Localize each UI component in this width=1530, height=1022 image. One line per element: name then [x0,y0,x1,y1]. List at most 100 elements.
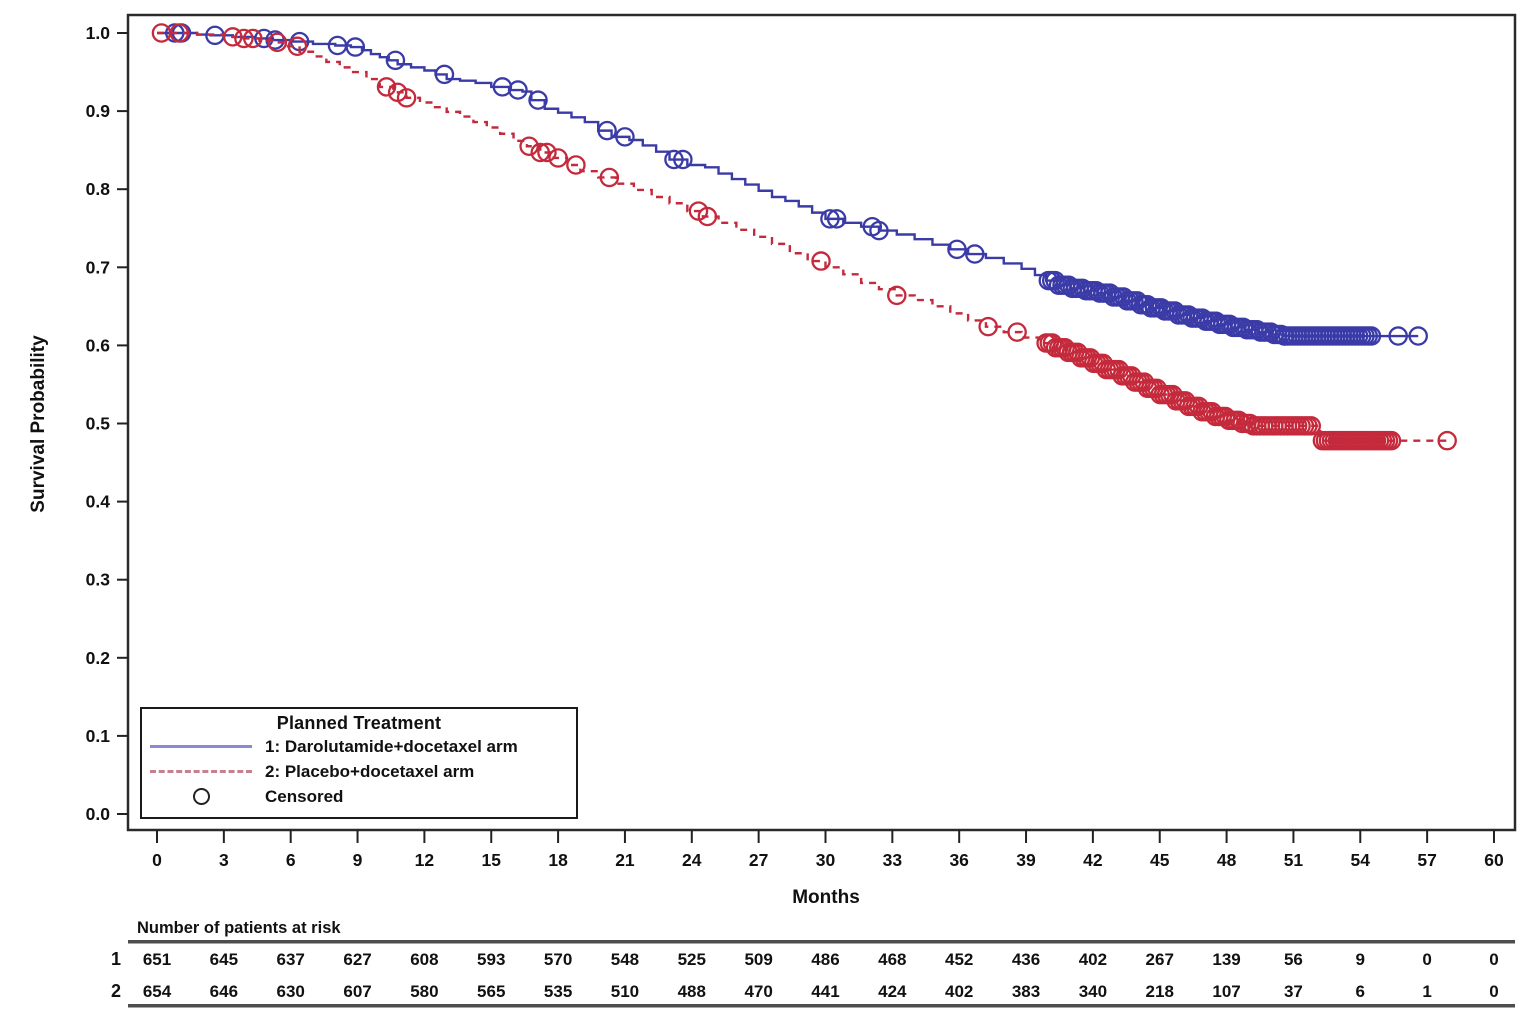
risk-table-rule-bottom [128,1004,1515,1008]
risk-count-cell: 6 [1356,982,1365,1001]
risk-count-cell: 402 [1079,950,1107,969]
risk-count-cell: 468 [878,950,906,969]
x-tick-label: 12 [415,850,435,870]
risk-count-cell: 107 [1212,982,1240,1001]
censor-mark-arm2 [548,148,568,168]
censor-mark-arm1 [869,220,889,241]
legend-sample-area [150,788,252,805]
risk-count-cell: 424 [878,982,907,1001]
risk-count-cell: 37 [1284,982,1303,1001]
censor-mark-arm2 [234,28,254,49]
risk-count-cell: 570 [544,950,572,969]
y-tick-label: 0.7 [86,257,110,277]
risk-count-cell: 509 [744,950,772,969]
y-tick-label: 0.3 [86,570,111,590]
risk-count-cell: 651 [143,950,171,969]
y-tick-label: 1.0 [86,23,111,43]
censor-mark-arm1 [615,127,635,147]
censor-mark-arm1 [434,64,455,85]
x-tick-label: 45 [1150,850,1170,870]
risk-count-cell: 637 [277,950,305,969]
risk-count-cell: 607 [343,982,371,1001]
risk-count-cell: 470 [744,982,772,1001]
censor-mark-arm2 [978,316,998,337]
x-tick-label: 3 [219,850,229,870]
risk-count-cell: 0 [1422,950,1431,969]
x-tick-label: 24 [682,850,702,870]
censor-mark-arm1 [597,120,617,141]
y-tick-label: 0.0 [86,804,111,824]
x-tick-label: 33 [883,850,903,870]
risk-count-cell: 1 [1422,982,1431,1001]
x-tick-label: 48 [1217,850,1237,870]
risk-count-cell: 627 [343,950,371,969]
x-tick-label: 9 [353,850,363,870]
y-tick-label: 0.6 [86,335,111,355]
x-tick-label: 42 [1083,850,1103,870]
censor-mark-arm1 [1388,326,1408,346]
censor-mark-arm1 [254,28,274,49]
x-tick-label: 30 [816,850,836,870]
censor-mark-arm1 [528,90,548,110]
legend-entry-censored: Censored [142,784,576,809]
risk-count-cell: 654 [143,982,172,1001]
censor-mark-arm2 [530,142,551,163]
censor-mark-arm1 [508,80,528,100]
censor-mark-arm1 [1361,326,1382,346]
risk-row-label: 2 [111,981,121,1001]
risk-count-cell: 218 [1146,982,1174,1001]
censor-mark-arm2 [169,23,190,43]
risk-count-cell: 593 [477,950,505,969]
censor-mark-arm2 [376,77,397,97]
risk-table-title: Number of patients at risk [137,919,341,937]
plot-legend: Planned Treatment 1: Darolutamide+doceta… [140,707,578,819]
x-tick-label: 60 [1484,850,1504,870]
y-axis-title: Survival Probability [28,335,49,513]
censor-mark-arm2 [566,155,586,175]
solid-line-sample-icon [150,745,252,748]
risk-count-cell: 535 [544,982,572,1001]
risk-row-label: 1 [111,949,121,969]
risk-count-cell: 608 [410,950,438,969]
legend-label-arm2: 2: Placebo+docetaxel arm [265,761,475,781]
legend-sample-area [150,745,252,748]
legend-entry-arm2: 2: Placebo+docetaxel arm [142,759,576,784]
x-tick-label: 27 [749,850,768,870]
censor-mark-arm1 [947,239,967,260]
survival-curve-arm1 [157,31,1419,338]
legend-entry-arm1: 1: Darolutamide+docetaxel arm [142,734,576,759]
censor-mark-arm2 [697,206,718,227]
censor-mark-arm1 [820,209,840,229]
risk-count-cell: 436 [1012,950,1040,969]
x-tick-label: 21 [615,850,635,870]
y-tick-label: 0.8 [86,179,111,199]
risk-count-cell: 441 [811,982,839,1001]
censor-mark-arm2 [887,285,907,306]
y-tick-label: 0.9 [86,101,111,121]
risk-count-cell: 646 [210,982,238,1001]
risk-count-cell: 565 [477,982,505,1001]
risk-count-cell: 0 [1489,950,1498,969]
risk-count-cell: 486 [811,950,839,969]
risk-count-cell: 510 [611,982,639,1001]
risk-count-cell: 9 [1356,950,1365,969]
y-tick-label: 0.4 [86,492,111,512]
x-tick-label: 18 [548,850,568,870]
censor-mark-arm1 [345,37,366,57]
legend-title: Planned Treatment [276,713,442,733]
risk-count-cell: 0 [1489,982,1498,1001]
risk-count-cell: 402 [945,982,973,1001]
censor-mark-arm1 [965,244,985,264]
y-tick-label: 0.5 [86,414,111,434]
x-tick-label: 39 [1016,850,1036,870]
risk-count-cell: 548 [611,950,639,969]
x-tick-label: 36 [949,850,969,870]
risk-count-cell: 525 [678,950,706,969]
censor-mark-arm2 [599,167,620,188]
x-tick-label: 15 [482,850,502,870]
censor-mark-arm2 [396,88,417,108]
survival-curve-arm2 [157,31,1448,442]
censor-mark-arm2 [519,136,539,156]
